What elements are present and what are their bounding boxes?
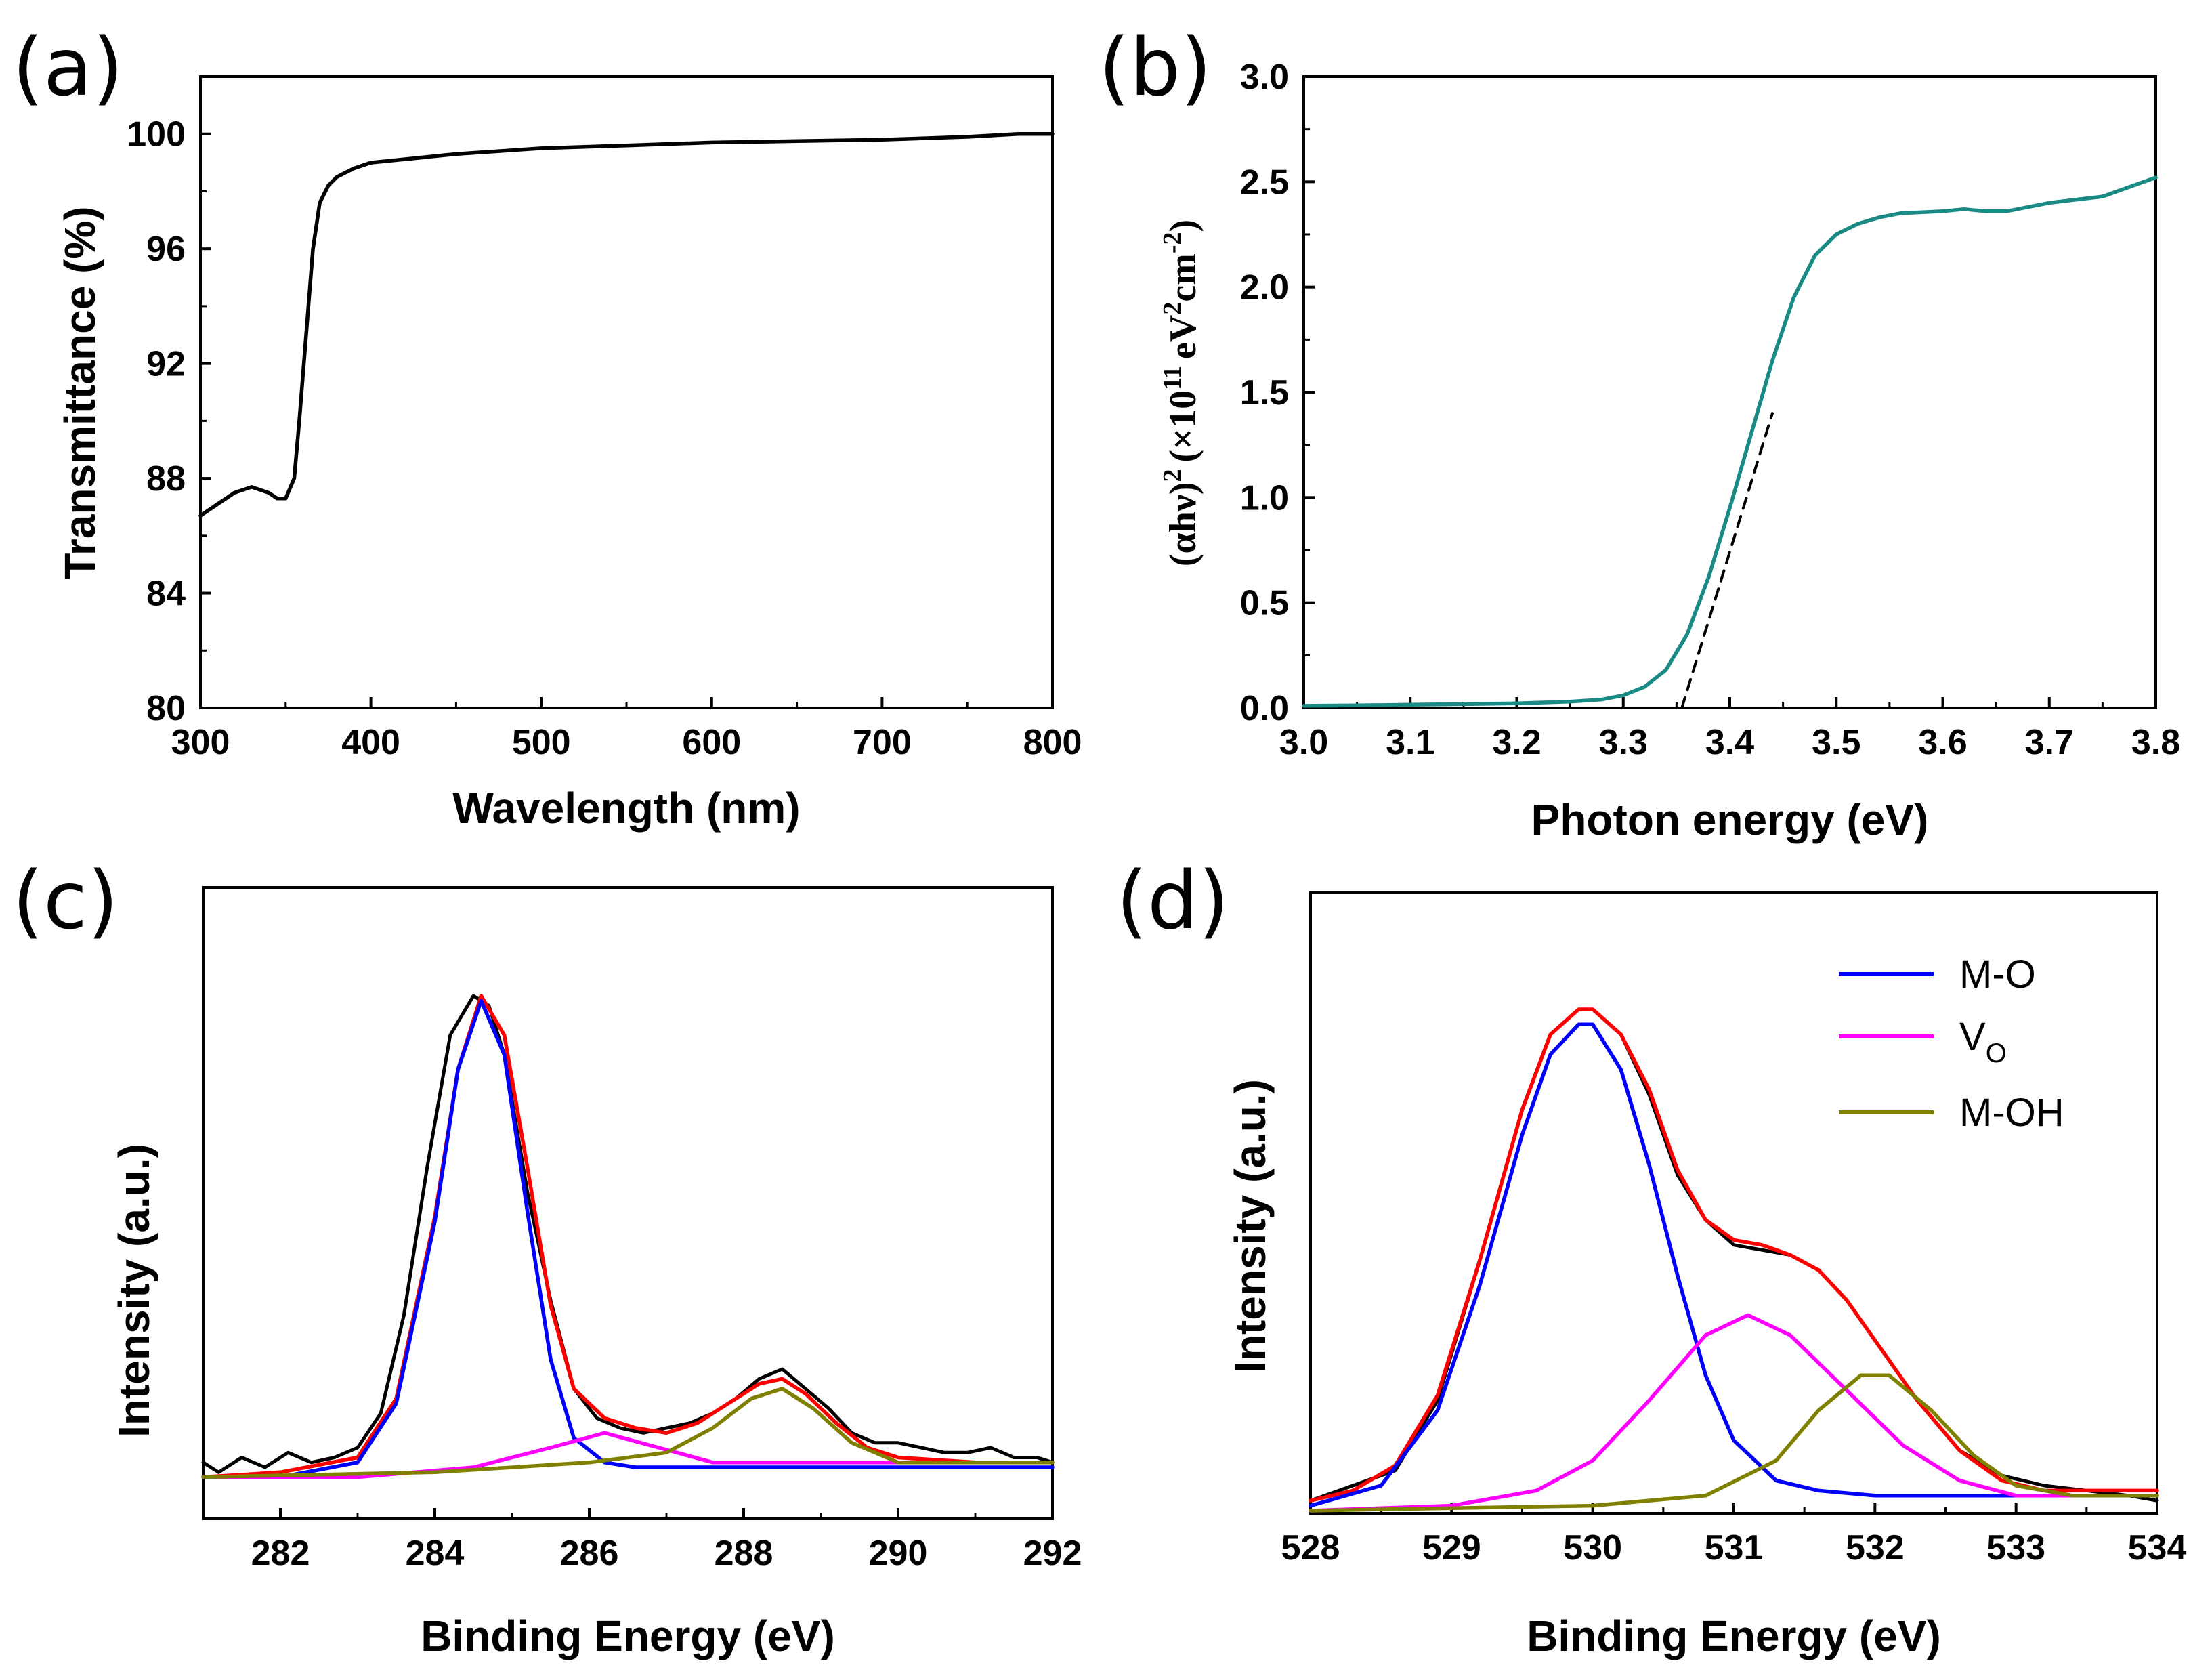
plot-frame-c: [202, 886, 1054, 1520]
panel-d: 528 529 530 531 532 533 534 Binding Energy (eV…: [1226, 891, 2187, 1660]
x-tick-label-d-530: 530: [1563, 1528, 1622, 1568]
y-title-b-unit: (×10: [1162, 390, 1204, 463]
x-axis-title-d: Binding Energy (eV): [1527, 1612, 1941, 1660]
series-d-m-oh: [1309, 1373, 2159, 1513]
y-title-b-unit3: cm: [1162, 253, 1204, 302]
y-axis-title-d: Intensity (a.u.): [1226, 1079, 1275, 1373]
panel-c: 282 284 286 288 290 292 Binding Energy (eV) I…: [110, 886, 1082, 1660]
x-axis-title-a: Wavelength (nm): [452, 784, 800, 833]
x-tick-label-c-288: 288: [715, 1534, 773, 1573]
series-b-tauc: [1302, 175, 2158, 708]
legend-label-vo: VO: [1959, 1015, 2007, 1068]
y-tick-label-b-2-5: 2.5: [1240, 163, 1289, 202]
x-tick-label-b-3-7: 3.7: [2025, 723, 2074, 762]
series-c-raw: [201, 994, 1055, 1474]
series-a-transmittance: [198, 131, 1055, 518]
y-title-b-sup3: 2: [1158, 302, 1187, 315]
x-tick-label-a-700: 700: [853, 723, 912, 762]
y-title-b-sup2: 11: [1158, 366, 1187, 390]
x-tick-label-a-500: 500: [512, 723, 571, 762]
legend-label-m-o: M-O: [1959, 952, 2036, 996]
panel-letter-b: (b): [1099, 20, 1212, 114]
plot-frame-a: [199, 75, 1054, 709]
y-axis-title-b: (αhν)2(×1011eV2cm-2): [1158, 219, 1204, 566]
panel-b: 3.0 3.1 3.2 3.3 3.4 3.5 3.6 3.7 3.8 0.0 0.5 1.0 1.5 2…: [1158, 58, 2180, 844]
y-tick-label-b-3: 3.0: [1240, 58, 1289, 97]
x-tick-label-a-300: 300: [171, 723, 230, 762]
x-tick-label-a-800: 800: [1023, 723, 1082, 762]
series-b-linear-fit: [1680, 412, 1774, 709]
panel-letter-d: (d): [1116, 854, 1229, 947]
panel-letter-a: (a): [12, 20, 123, 114]
legend-label-vo-sub: O: [1986, 1038, 2007, 1068]
x-tick-label-c-286: 286: [560, 1534, 619, 1573]
panel-letter-c: (c): [12, 854, 119, 947]
y-title-b-end: ): [1162, 219, 1204, 232]
marks-c: 282 284 286 288 290 292: [201, 994, 1082, 1573]
y-axis-title-c: Intensity (a.u.): [110, 1143, 158, 1437]
series-c-c-c: [201, 999, 1055, 1479]
series-d-v-o: [1309, 1313, 2159, 1513]
x-axis-title-b: Photon energy (eV): [1531, 795, 1929, 844]
series-d-raw: [1309, 1007, 2159, 1503]
series-d-m-o: [1309, 1022, 2159, 1508]
x-tick-label-b-3-5: 3.5: [1812, 723, 1860, 762]
x-tick-label-a-400: 400: [341, 723, 400, 762]
x-tick-label-c-290: 290: [869, 1534, 928, 1573]
marks-b: 3.0 3.1 3.2 3.3 3.4 3.5 3.6 3.7 3.8 0.0 0.5 1.0 1.5 2…: [1240, 58, 2180, 762]
x-tick-label-b-3-1: 3.1: [1386, 723, 1434, 762]
y-tick-label-a-88: 88: [146, 459, 186, 499]
y-axis-title-a: Transmittance (%): [56, 206, 104, 579]
y-tick-label-a-84: 84: [146, 574, 186, 614]
x-tick-label-d-529: 529: [1422, 1528, 1481, 1568]
series-c-c-o: [201, 1431, 1055, 1479]
marks-d: 528 529 530 531 532 533 534: [1281, 1007, 2187, 1568]
y-title-b-sup1: 2: [1158, 469, 1187, 482]
y-tick-label-b-0-5: 0.5: [1240, 584, 1289, 623]
y-tick-label-a-96: 96: [146, 230, 186, 269]
legend-label-m-oh: M-OH: [1959, 1091, 2064, 1135]
x-axis-title-c: Binding Energy (eV): [421, 1612, 835, 1660]
x-tick-label-b-3-6: 3.6: [1918, 723, 1967, 762]
marks-a: 300 400 500 600 700 800 80 84 88 92 96 100: [127, 115, 1082, 762]
y-tick-label-b-0: 0.0: [1240, 689, 1289, 728]
y-tick-label-b-1: 1.0: [1240, 478, 1289, 518]
x-tick-label-b-3-4: 3.4: [1705, 723, 1754, 762]
y-tick-label-a-80: 80: [146, 689, 186, 728]
x-tick-label-b-3: 3.0: [1279, 723, 1328, 762]
x-tick-label-b-3-2: 3.2: [1492, 723, 1541, 762]
x-tick-label-c-284: 284: [406, 1534, 465, 1573]
legend-label-vo-main: V: [1959, 1015, 1986, 1059]
x-tick-label-c-282: 282: [251, 1534, 310, 1573]
x-tick-label-d-528: 528: [1281, 1528, 1340, 1568]
y-tick-label-b-2: 2.0: [1240, 268, 1289, 308]
series-c-fit-total: [201, 994, 1055, 1479]
y-tick-label-a-100: 100: [127, 115, 186, 154]
y-title-b-main: (αhν): [1162, 482, 1204, 566]
y-title-b-unit2: eV: [1162, 315, 1204, 359]
x-tick-label-c-292: 292: [1023, 1534, 1082, 1573]
series-d-fit-total: [1309, 1007, 2159, 1503]
series-c-c-o: [201, 1387, 1055, 1479]
x-tick-label-d-533: 533: [1986, 1528, 2045, 1568]
x-tick-label-a-600: 600: [682, 723, 741, 762]
y-tick-label-b-1-5: 1.5: [1240, 373, 1289, 413]
plot-frame-b: [1302, 75, 2157, 709]
x-tick-label-d-534: 534: [2128, 1528, 2187, 1568]
x-tick-label-b-3-3: 3.3: [1599, 723, 1648, 762]
legend-d: M-O VO M-OH: [1839, 952, 2064, 1135]
panel-a: 300 400 500 600 700 800 80 84 88 92 96 100 Waveleng…: [56, 75, 1082, 833]
y-tick-label-a-92: 92: [146, 345, 186, 384]
x-tick-label-d-532: 532: [1846, 1528, 1905, 1568]
x-tick-label-d-531: 531: [1705, 1528, 1764, 1568]
y-title-b-sup4: -2: [1158, 232, 1187, 254]
x-tick-label-b-3-8: 3.8: [2131, 723, 2180, 762]
